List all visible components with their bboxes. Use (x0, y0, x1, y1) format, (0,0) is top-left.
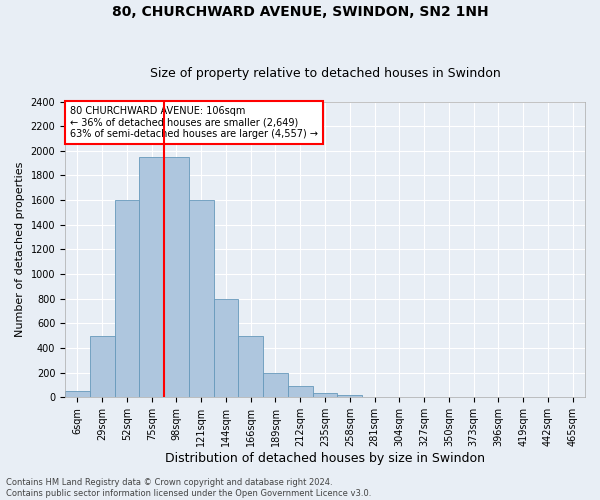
Bar (65, 391, 90, 398)
Title: Size of property relative to detached houses in Swindon: Size of property relative to detached ho… (149, 66, 500, 80)
Bar (313, 393, 337, 398)
Text: 80, CHURCHWARD AVENUE, SWINDON, SN2 1NH: 80, CHURCHWARD AVENUE, SWINDON, SN2 1NH (112, 5, 488, 19)
Text: 80 CHURCHWARD AVENUE: 106sqm
← 36% of detached houses are smaller (2,649)
63% of: 80 CHURCHWARD AVENUE: 106sqm ← 36% of de… (70, 106, 318, 139)
Bar (90, 336, 115, 398)
Bar (263, 372, 288, 398)
Bar (362, 396, 387, 398)
Bar (214, 298, 238, 398)
Text: Contains HM Land Registry data © Crown copyright and database right 2024.
Contai: Contains HM Land Registry data © Crown c… (6, 478, 371, 498)
Bar (238, 336, 263, 398)
Y-axis label: Number of detached properties: Number of detached properties (15, 162, 25, 337)
Bar (164, 157, 189, 398)
Bar (337, 395, 362, 398)
Bar (115, 200, 139, 398)
X-axis label: Distribution of detached houses by size in Swindon: Distribution of detached houses by size … (165, 452, 485, 465)
Bar (139, 157, 164, 398)
Bar (189, 200, 214, 398)
Bar (288, 386, 313, 398)
